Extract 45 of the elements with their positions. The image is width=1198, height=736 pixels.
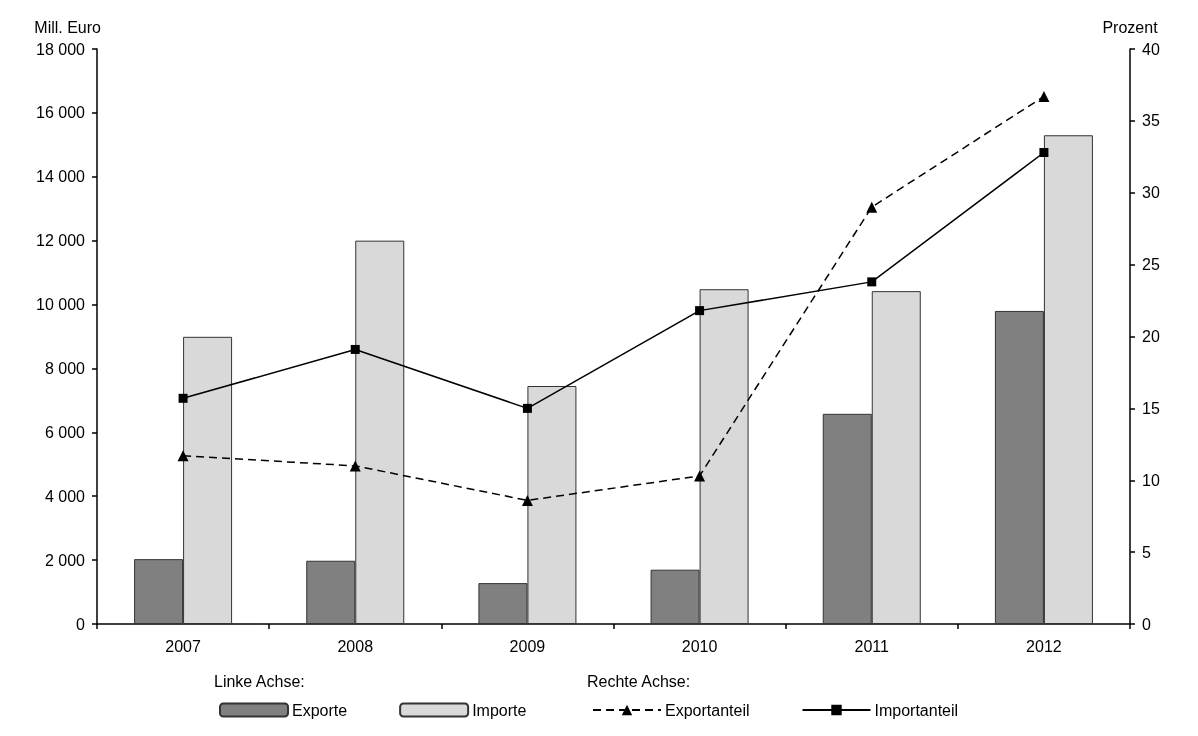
legend-label: Exporte [292, 701, 348, 719]
point [349, 460, 361, 472]
y-tick-label: 4 000 [44, 487, 86, 505]
point [522, 403, 532, 413]
text: Linke Achse: [214, 672, 305, 690]
y2-tick-label: 35 [1142, 112, 1160, 130]
legend-label: Exportanteil [665, 701, 750, 719]
point [1039, 148, 1049, 157]
x-tick-label: 2010 [681, 637, 718, 655]
text: Rechte Achse: [587, 672, 691, 690]
y2-axis-title: Prozent [1102, 18, 1159, 36]
y2-tick-label: 40 [1142, 40, 1160, 58]
point [867, 277, 877, 287]
point [1038, 90, 1050, 102]
y2-tick-label: 30 [1142, 184, 1160, 202]
point [695, 306, 705, 316]
x-tick-label: 2007 [165, 637, 201, 655]
y-tick-label: 10 000 [36, 296, 86, 314]
point [694, 470, 706, 482]
y-axis-title: Mill. Euro [34, 18, 102, 36]
y-tick-label: 12 000 [36, 232, 86, 250]
y-tick-label: 0 [76, 615, 86, 633]
y-tick-label: 6 000 [44, 423, 86, 441]
y2-tick-label: 5 [1142, 543, 1151, 561]
legend-label: Importe [472, 701, 527, 719]
y2-tick-label: 25 [1142, 256, 1160, 274]
legend-label: Importanteil [874, 701, 959, 719]
y-tick-label: 16 000 [36, 104, 86, 122]
y2-tick-label: 15 [1142, 399, 1160, 417]
y2-tick-label: 0 [1142, 615, 1151, 633]
point [866, 201, 878, 213]
y-tick-label: 14 000 [36, 168, 86, 186]
y-tick-label: 8 000 [44, 359, 86, 377]
x-tick-label: 2012 [1026, 637, 1062, 655]
x-tick-label: 2008 [337, 637, 374, 655]
y-tick-label: 18 000 [36, 40, 86, 58]
point [350, 344, 360, 354]
y-tick-label: 2 000 [44, 551, 86, 569]
x-tick-label: 2011 [854, 637, 890, 655]
y2-tick-label: 20 [1142, 328, 1160, 345]
point [177, 450, 189, 462]
x-tick-label: 2009 [509, 637, 546, 655]
y2-tick-label: 10 [1142, 471, 1160, 489]
point [178, 393, 188, 403]
point [521, 494, 533, 506]
